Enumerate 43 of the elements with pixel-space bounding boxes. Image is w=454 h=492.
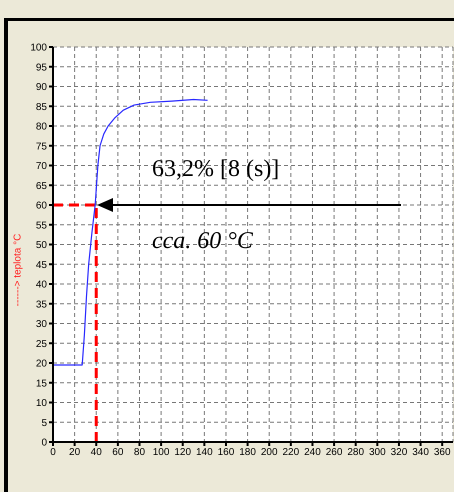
y-tick-label: 100 xyxy=(30,42,48,54)
y-tick-label: 10 xyxy=(36,398,48,410)
y-tick-label: 45 xyxy=(36,260,48,271)
y-tick-label: 70 xyxy=(36,161,48,172)
x-tick-label: 240 xyxy=(304,447,322,458)
y-tick-label: 85 xyxy=(36,102,48,113)
x-tick-label: 280 xyxy=(347,447,364,458)
x-tick-label: 180 xyxy=(239,447,256,458)
y-tick-label: 95 xyxy=(36,62,48,74)
y-tick-label: 50 xyxy=(36,240,48,252)
y-tick-label: 15 xyxy=(36,378,48,390)
x-tick-label: 160 xyxy=(218,447,235,458)
x-tick-label: 0 xyxy=(50,447,56,458)
y-tick-label: 60 xyxy=(36,200,48,212)
x-tick-label: 40 xyxy=(90,447,102,458)
y-tick-label: 90 xyxy=(36,82,48,94)
x-tick-label: 260 xyxy=(326,447,343,458)
y-tick-label: 65 xyxy=(36,180,48,192)
y-tick-label: 0 xyxy=(41,438,48,449)
x-tick-label: 300 xyxy=(368,447,386,458)
x-tick-label: 80 xyxy=(134,447,146,458)
x-tick-label: 140 xyxy=(196,447,214,458)
x-tick-label: 360 xyxy=(434,447,451,458)
x-tick-label: 220 xyxy=(282,447,300,458)
x-tick-label: 320 xyxy=(390,447,408,458)
x-tick-label: 20 xyxy=(69,447,81,458)
x-tick-label: 120 xyxy=(174,447,192,458)
y-tick-label: 30 xyxy=(36,319,48,330)
x-tick-label: 60 xyxy=(112,447,124,458)
y-tick-label: 25 xyxy=(36,338,48,350)
y-tick-label: 5 xyxy=(41,418,48,429)
x-tick-label: 340 xyxy=(412,447,430,458)
y-axis-title: ------> teplota °C xyxy=(12,234,24,306)
y-tick-label: 40 xyxy=(36,280,48,291)
y-tick-label: 80 xyxy=(36,122,48,133)
annotation: cca. 60 °C xyxy=(152,228,253,255)
y-tick-label: 75 xyxy=(36,141,48,152)
annotation: 63,2% [8 (s)] xyxy=(152,156,280,183)
x-tick-label: 200 xyxy=(260,447,278,458)
x-tick-label: 100 xyxy=(152,447,170,458)
y-tick-label: 20 xyxy=(36,358,48,370)
y-tick-label: 35 xyxy=(36,299,48,310)
y-tick-label: 55 xyxy=(36,220,48,232)
